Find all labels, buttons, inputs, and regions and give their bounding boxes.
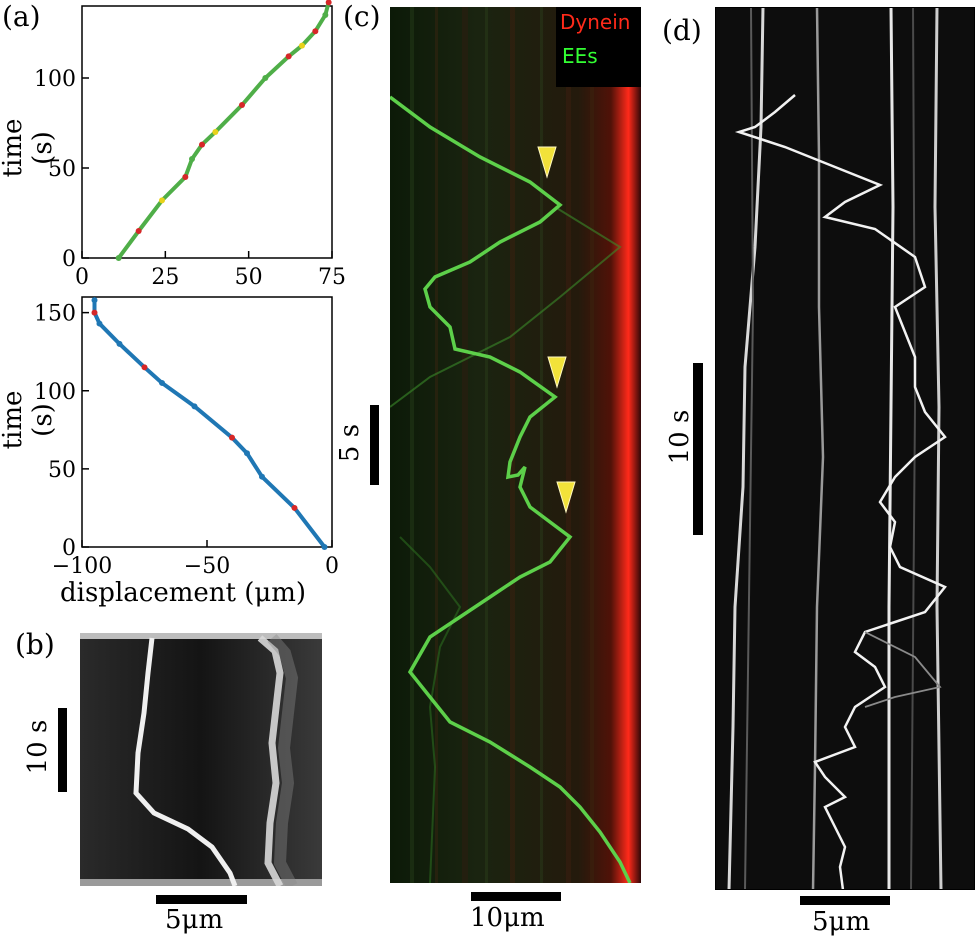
a-bot-data-point	[244, 450, 250, 457]
a-top-x-tick-label: 50	[235, 265, 263, 290]
a-top-data-point	[189, 156, 195, 162]
panel-d-kymograph	[715, 7, 975, 890]
panel-c-label: (c)	[343, 0, 381, 33]
a-top-series-line	[116, 0, 331, 260]
panel-b-length-scalebar	[156, 895, 247, 904]
a-bot-data-point	[291, 504, 298, 511]
a-bot-series-line	[92, 298, 327, 549]
a-top-data-point	[159, 197, 165, 204]
panel-a-top-ylabel: time (s)	[0, 118, 58, 178]
panel-b-time-scale-label: 10 s	[23, 719, 53, 775]
panel-a-xlabel: displacement (μm)	[60, 578, 307, 608]
panel-c-legend-ees: EEs	[562, 44, 598, 68]
a-bot-y-tick-label: 150	[34, 302, 76, 327]
arrowhead-icon	[547, 356, 567, 389]
panel-a-bottom-plot: −100 −50 0 0 50 100 150	[34, 296, 339, 579]
a-top-data-point	[312, 28, 319, 35]
panel-a-top-plot: 0 25 50 75 0 50 100	[34, 0, 345, 290]
panel-d-time-scale-label: 10 s	[665, 409, 695, 465]
panel-d-length-scale-label: 5μm	[812, 907, 871, 937]
a-top-data-point	[212, 129, 219, 135]
a-bot-data-point	[141, 364, 148, 371]
a-bot-data-point	[159, 379, 165, 386]
panel-c-length-scale-label: 10μm	[470, 903, 545, 933]
a-top-data-point	[199, 141, 205, 148]
a-top-y-tick-label: 50	[48, 157, 76, 182]
panel-b-time-scalebar	[58, 708, 67, 792]
a-bot-data-point	[259, 473, 265, 480]
a-top-x-tick-label: 75	[318, 265, 345, 290]
a-top-data-point	[299, 42, 305, 49]
a-bot-data-point	[191, 403, 198, 410]
a-bot-data-point	[321, 544, 328, 550]
a-top-data-point	[239, 102, 245, 108]
arrowhead-icon	[537, 146, 557, 179]
a-bot-x-tick-label: −50	[184, 554, 230, 579]
a-top-data-point	[182, 174, 189, 180]
a-bot-data-point	[229, 434, 235, 441]
panel-c-time-scale-label: 5 s	[335, 423, 365, 463]
panel-d-length-scalebar	[800, 896, 890, 905]
panel-c-time-scalebar	[370, 405, 379, 485]
a-top-y-tick-label: 0	[62, 247, 76, 272]
a-bot-data-point	[91, 309, 98, 316]
panel-c-legend-dynein: Dynein	[560, 10, 631, 34]
a-top-y-tick-label: 100	[34, 67, 76, 92]
a-top-data-point	[325, 0, 332, 6]
panel-a-label: (a)	[2, 0, 41, 33]
panel-d-time-scalebar	[693, 363, 703, 535]
a-bot-y-tick-label: 50	[48, 458, 76, 483]
a-bot-data-point	[96, 320, 103, 327]
a-bot-data-point	[91, 297, 98, 304]
panel-b-length-scale-label: 5μm	[165, 905, 224, 935]
a-top-x-tick-label: 25	[151, 265, 179, 290]
a-bot-data-point	[116, 340, 123, 347]
panel-a-bottom-ylabel: time (s)	[0, 390, 58, 450]
arrowhead-icon	[556, 481, 576, 514]
a-bot-y-tick-label: 100	[34, 380, 76, 405]
panel-b-label: (b)	[15, 628, 55, 661]
a-top-data-point	[322, 12, 329, 18]
a-top-data-point	[135, 228, 142, 234]
a-top-data-point	[262, 75, 269, 81]
panel-c-length-scalebar	[471, 892, 561, 901]
a-top-data-point	[115, 255, 122, 261]
a-bot-x-tick-label: −100	[52, 554, 112, 579]
a-top-data-point	[285, 53, 292, 60]
a-bot-x-tick-label: 0	[325, 554, 339, 579]
a-bot-y-tick-label: 0	[62, 536, 76, 561]
panel-b-kymograph	[80, 633, 322, 886]
panel-c-kymograph	[390, 7, 641, 883]
panel-d-label: (d)	[662, 14, 702, 47]
a-top-x-tick-label: 0	[75, 265, 89, 290]
